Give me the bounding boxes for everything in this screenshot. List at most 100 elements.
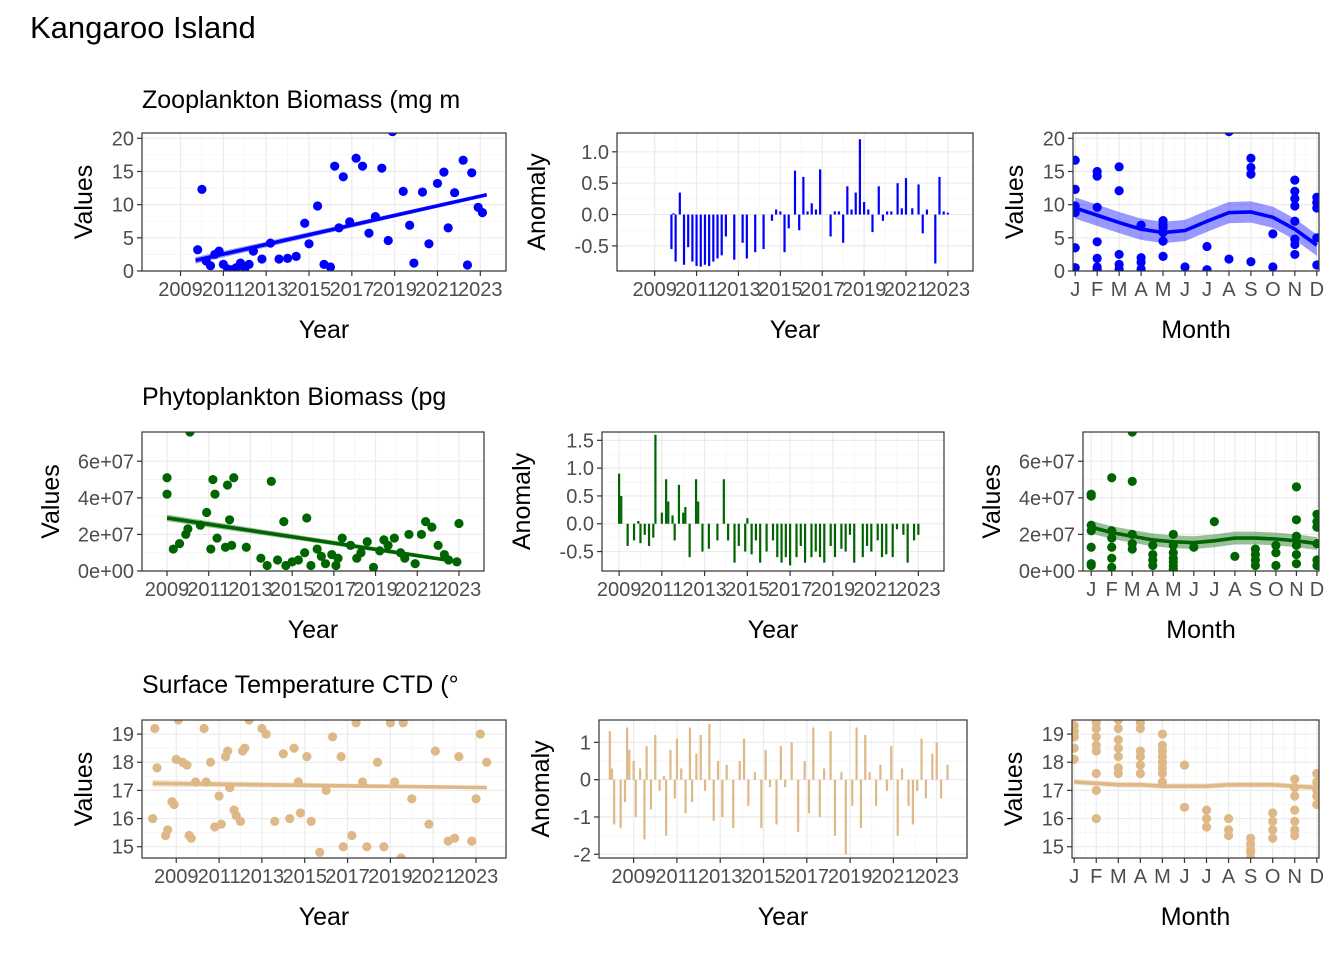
data-point <box>1223 830 1234 841</box>
x-tick-label: M <box>1111 279 1128 301</box>
data-point <box>1092 171 1102 181</box>
data-point <box>300 548 310 558</box>
anomaly-bar <box>688 727 692 780</box>
anomaly-bar <box>823 768 826 780</box>
data-point <box>1312 768 1319 779</box>
data-point <box>1246 169 1256 179</box>
data-point <box>241 542 251 552</box>
y-tick-label: -2 <box>573 844 591 866</box>
data-point <box>1073 184 1080 194</box>
anomaly-bar <box>787 214 790 229</box>
data-point <box>1271 540 1281 550</box>
data-point <box>212 533 222 543</box>
data-point <box>1114 162 1124 172</box>
anomaly-bar <box>745 214 748 259</box>
data-point <box>1135 723 1145 734</box>
anomaly-bar <box>877 186 880 215</box>
data-point <box>1312 522 1319 532</box>
x-tick-label: 2019 <box>353 579 398 601</box>
anomaly-bar <box>798 214 801 231</box>
x-tick-label: N <box>1288 279 1302 301</box>
anomaly-bar <box>684 779 687 814</box>
x-tick-label: S <box>1244 279 1257 301</box>
data-point <box>302 752 312 762</box>
x-tick-label: 2023 <box>454 866 499 888</box>
data-point <box>1290 249 1300 260</box>
data-point <box>168 544 178 554</box>
anomaly-bar <box>885 779 889 791</box>
anomaly-bar <box>652 523 655 538</box>
data-point <box>295 808 306 818</box>
data-point <box>398 186 408 196</box>
data-point <box>1086 560 1096 571</box>
anomaly-bar <box>643 523 646 535</box>
x-axis-title: Year <box>288 616 339 644</box>
anomaly-bar <box>654 734 657 780</box>
x-tick-label: 2013 <box>682 579 727 601</box>
x-tick-label: 2023 <box>437 579 482 601</box>
data-point <box>1268 833 1278 843</box>
y-axis-title: Values <box>978 464 1006 539</box>
data-point <box>174 538 185 549</box>
y-tick-label: -0.5 <box>575 236 609 258</box>
data-point <box>1290 816 1300 826</box>
x-tick-label: 2013 <box>228 579 273 601</box>
x-tick-label: F <box>1091 279 1103 301</box>
anomaly-bar <box>680 768 683 780</box>
y-tick-label: 4e+07 <box>78 488 134 510</box>
data-point <box>1268 808 1278 818</box>
smooth-line <box>1074 780 1317 790</box>
data-point <box>405 220 415 230</box>
data-point <box>1291 559 1302 569</box>
y-tick-label: 17 <box>112 780 134 802</box>
anomaly-bar <box>675 738 679 780</box>
data-point <box>1290 201 1300 211</box>
x-axis-title: Year <box>758 903 809 931</box>
y-axis-title: Anomaly <box>508 452 536 550</box>
data-point <box>362 537 372 547</box>
data-point <box>1107 533 1117 543</box>
data-point <box>1113 752 1123 762</box>
data-point <box>379 842 389 852</box>
x-tick-label: 2017 <box>800 279 845 301</box>
data-point <box>325 262 336 271</box>
data-point <box>1312 799 1319 810</box>
anomaly-bar <box>626 727 629 780</box>
data-point <box>1113 723 1123 734</box>
data-point <box>1202 241 1212 252</box>
anomaly-bar <box>840 523 843 549</box>
x-tick-label: 2011 <box>640 579 683 601</box>
plot-area <box>618 434 920 566</box>
x-tick-label: A <box>1222 279 1236 301</box>
anomaly-bar <box>854 192 857 215</box>
anomaly-bar <box>722 479 725 524</box>
x-tick-label: F <box>1090 866 1102 888</box>
anomaly-bar <box>780 523 783 563</box>
anomaly-bar <box>762 214 765 250</box>
x-tick-label: 2015 <box>725 579 770 601</box>
anomaly-bar <box>783 214 786 253</box>
x-axis-title: Year <box>299 903 350 931</box>
data-point <box>1127 432 1137 437</box>
data-point <box>1091 746 1101 756</box>
anomaly-bar <box>906 523 909 563</box>
x-tick-label: O <box>1265 279 1281 301</box>
panel-border <box>616 132 974 272</box>
anomaly-bar <box>637 520 640 524</box>
trend-line <box>195 192 488 263</box>
x-tick-label: D <box>1310 866 1324 888</box>
y-tick-label: 19 <box>112 724 134 746</box>
plot-area <box>1086 432 1319 571</box>
data-point <box>454 518 464 529</box>
data-point <box>1107 562 1117 571</box>
anomaly-bar <box>770 214 774 221</box>
anomaly-bar <box>741 214 744 243</box>
x-tick-label: 2019 <box>811 579 856 601</box>
data-point <box>416 529 427 540</box>
anomaly-bar <box>833 523 837 558</box>
x-tick-label: 2015 <box>270 579 315 601</box>
anomaly-bar <box>669 749 672 780</box>
data-point <box>1091 813 1101 824</box>
x-tick-label: 2021 <box>853 579 898 601</box>
